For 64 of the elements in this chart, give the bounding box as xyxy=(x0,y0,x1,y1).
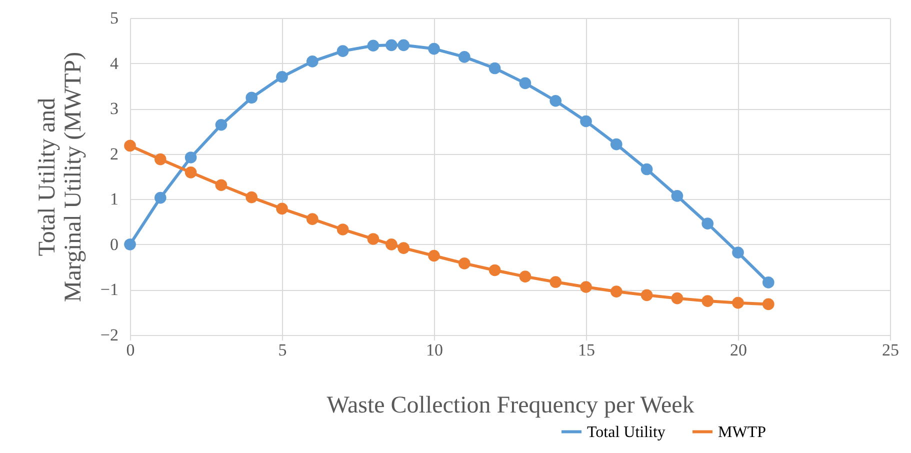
point xyxy=(154,153,166,166)
point xyxy=(386,238,398,250)
point xyxy=(550,94,562,107)
point xyxy=(124,140,136,152)
point xyxy=(215,179,228,192)
point xyxy=(184,152,197,164)
point xyxy=(550,276,562,288)
point xyxy=(732,296,744,309)
x-axis-title: Waste Collection Frequency per Week xyxy=(326,392,694,418)
point xyxy=(640,163,653,176)
point xyxy=(154,192,166,204)
point xyxy=(276,70,288,83)
point xyxy=(306,56,318,68)
point xyxy=(488,264,501,276)
point xyxy=(336,45,349,57)
point xyxy=(306,213,318,225)
point xyxy=(367,233,380,245)
y-tick-label: 5 xyxy=(110,8,118,28)
point xyxy=(580,115,592,128)
x-tick-label: 25 xyxy=(882,340,899,360)
y-tick-label: −1 xyxy=(100,280,118,300)
x-tick-label: 0 xyxy=(126,340,135,360)
point xyxy=(702,295,714,307)
point xyxy=(246,92,258,104)
x-tick-label: 10 xyxy=(426,340,443,360)
y-axis-title: Total Utility and Marginal Utility (MWTP) xyxy=(34,52,86,302)
point xyxy=(580,281,592,293)
point xyxy=(458,258,470,270)
point xyxy=(428,42,440,55)
point xyxy=(428,250,440,262)
point xyxy=(640,289,653,302)
y-tick-label: 2 xyxy=(110,144,118,164)
point xyxy=(124,238,136,250)
point xyxy=(398,39,410,52)
point xyxy=(610,286,622,298)
x-tick-label: 5 xyxy=(278,340,287,360)
point xyxy=(386,39,398,52)
legend-label: MWTP xyxy=(718,424,766,441)
x-tick-label: 15 xyxy=(578,340,595,360)
point xyxy=(519,77,532,90)
point xyxy=(732,246,744,258)
point xyxy=(246,191,258,204)
point xyxy=(276,202,288,215)
point xyxy=(762,298,774,310)
legend-label: Total Utility xyxy=(587,424,666,441)
point xyxy=(610,138,622,150)
y-tick-label: −2 xyxy=(100,326,118,344)
y-tick-label: 4 xyxy=(110,54,119,73)
point xyxy=(519,270,532,282)
y-tick-label: 3 xyxy=(110,99,118,118)
point xyxy=(336,224,349,236)
point xyxy=(215,118,228,131)
y-tick-label: 0 xyxy=(110,234,118,254)
point xyxy=(367,40,380,52)
point xyxy=(184,166,197,178)
point xyxy=(458,51,470,63)
point xyxy=(488,62,501,74)
point xyxy=(702,218,714,230)
point xyxy=(762,276,774,288)
point xyxy=(671,190,684,202)
x-tick-label: 20 xyxy=(730,340,747,360)
y-tick-label: 1 xyxy=(110,190,118,209)
point xyxy=(671,292,684,304)
point xyxy=(398,242,410,254)
